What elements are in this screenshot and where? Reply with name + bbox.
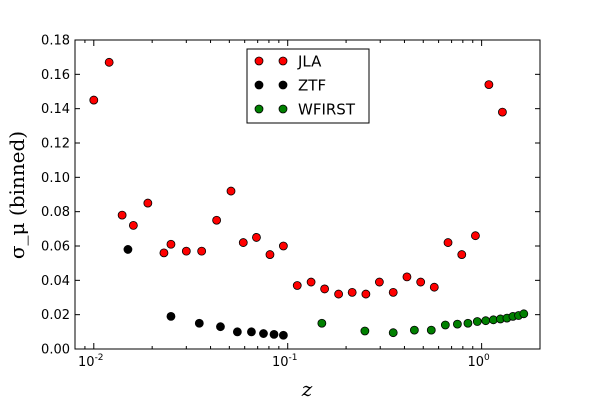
- data-point-jla: [402, 272, 412, 282]
- data-point-ztf: [194, 318, 204, 328]
- data-point-wfirst: [409, 325, 419, 335]
- x-tick-label: 100: [467, 353, 490, 370]
- y-tick-label: 0.02: [41, 308, 70, 323]
- legend-label: WFIRST: [298, 101, 356, 119]
- data-point-jla: [238, 238, 248, 247]
- y-tick-label: 0.14: [41, 102, 70, 117]
- data-point-jla: [457, 250, 467, 259]
- data-point-ztf: [278, 330, 288, 340]
- data-point-wfirst: [452, 319, 462, 329]
- data-point-wfirst: [317, 318, 327, 328]
- series-jla: [89, 57, 507, 299]
- legend-marker: [278, 56, 288, 66]
- data-point-jla: [159, 248, 169, 258]
- data-point-jla: [252, 233, 261, 242]
- legend-marker: [254, 104, 264, 114]
- data-point-jla: [374, 277, 384, 287]
- x-tick-exponent: -2: [95, 353, 104, 363]
- data-point-jla: [471, 231, 480, 241]
- data-point-jla: [361, 289, 371, 299]
- data-point-wfirst: [360, 326, 370, 336]
- data-point-wfirst: [440, 320, 450, 330]
- data-point-ztf: [232, 327, 242, 337]
- data-point-wfirst: [388, 328, 398, 338]
- data-points: [89, 57, 529, 340]
- y-tick-label: 0.12: [41, 137, 70, 152]
- data-point-jla: [498, 107, 507, 117]
- data-point-wfirst: [481, 316, 491, 326]
- y-tick-label: 0.18: [41, 34, 70, 49]
- data-point-jla: [197, 246, 207, 256]
- legend-marker: [254, 80, 264, 90]
- data-point-jla: [265, 250, 275, 259]
- data-point-wfirst: [463, 318, 473, 328]
- data-point-wfirst: [426, 325, 436, 335]
- data-point-jla: [226, 186, 236, 196]
- data-point-jla: [143, 198, 153, 208]
- y-tick-label: 0.16: [41, 68, 70, 83]
- axis-ticks: 0.00 0.02 0.04 0.06 0.08 0.10 0.12 0.14 0.16 0.18…: [41, 34, 541, 370]
- data-point-jla: [443, 238, 453, 247]
- legend-marker: [254, 56, 264, 66]
- y-axis-label: σ_μ (binned): [5, 131, 29, 259]
- series-wfirst: [317, 309, 529, 338]
- data-point-jla: [292, 281, 302, 290]
- data-point-jla: [429, 282, 439, 292]
- data-point-jla: [347, 287, 357, 297]
- data-point-jla: [306, 277, 316, 287]
- legend-label: ZTF: [298, 77, 326, 95]
- data-point-jla: [320, 284, 330, 294]
- data-point-ztf: [123, 245, 133, 254]
- y-tick-label: 0.08: [41, 205, 70, 220]
- data-point-jla: [117, 210, 127, 220]
- data-point-jla: [388, 287, 398, 297]
- x-axis-label: z: [301, 377, 313, 400]
- y-tick-label: 0.04: [41, 274, 70, 289]
- data-point-jla: [104, 57, 114, 67]
- y-tick-label: 0.00: [41, 343, 70, 358]
- x-tick-exponent: -1: [288, 353, 297, 363]
- data-point-jla: [484, 80, 494, 90]
- legend-marker: [278, 104, 288, 114]
- data-point-wfirst: [472, 317, 482, 326]
- data-point-ztf: [166, 311, 176, 321]
- data-point-jla: [416, 277, 426, 287]
- data-point-jla: [278, 241, 288, 251]
- y-tick-label: 0.10: [41, 171, 70, 186]
- data-point-ztf: [269, 330, 279, 339]
- data-point-ztf: [247, 327, 256, 337]
- legend: JLA ZTF WFIRST: [246, 48, 370, 124]
- data-point-jla: [334, 289, 344, 299]
- x-tick-label: 10-1: [272, 353, 298, 370]
- x-tick-label: 10-2: [78, 353, 104, 370]
- data-point-jla: [89, 95, 99, 105]
- legend-label: JLA: [297, 53, 322, 71]
- data-point-jla: [181, 246, 191, 256]
- data-point-jla: [166, 239, 176, 249]
- legend-marker: [278, 80, 288, 90]
- data-point-ztf: [259, 329, 268, 338]
- legend-box: [246, 48, 370, 124]
- data-point-ztf: [216, 322, 225, 332]
- data-point-jla: [212, 215, 222, 225]
- data-point-wfirst: [519, 309, 529, 319]
- series-ztf: [123, 245, 288, 340]
- data-point-jla: [128, 220, 138, 230]
- x-tick-exponent: 0: [484, 353, 490, 363]
- y-tick-label: 0.06: [41, 240, 70, 255]
